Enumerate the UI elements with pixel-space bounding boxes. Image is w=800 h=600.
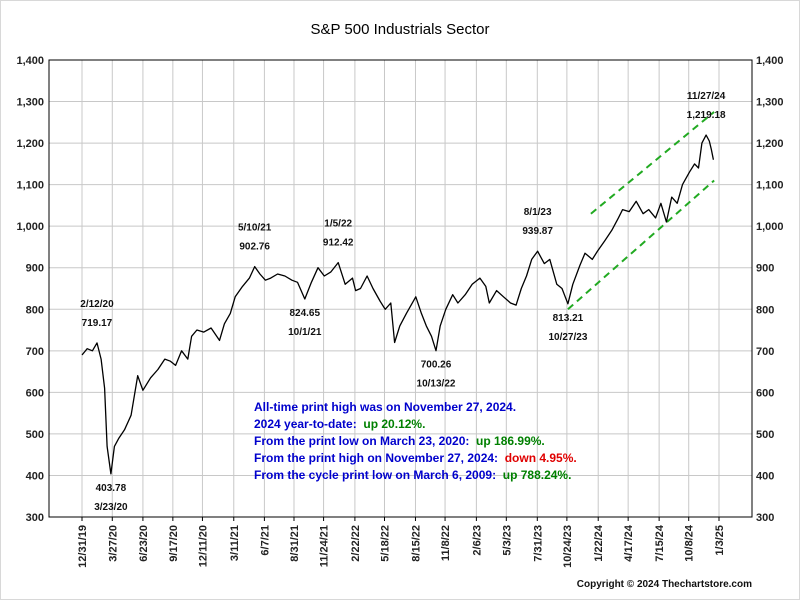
- y-tick-label-left: 600: [26, 387, 44, 399]
- plot-border: [48, 59, 753, 518]
- peak-label-bottom: 10/1/21: [288, 327, 322, 338]
- stats-line: All-time print high was on November 27, …: [254, 400, 516, 414]
- y-tick-label-left: 800: [26, 304, 44, 316]
- y-tick-label-right: 1,300: [756, 97, 784, 109]
- y-tick-label-left: 1,300: [16, 97, 44, 109]
- x-tick-label: 1/22/24: [593, 524, 605, 562]
- y-tick-label-left: 1,100: [16, 180, 44, 192]
- x-tick-label: 10/24/23: [562, 525, 574, 568]
- price-series-line: [81, 134, 715, 475]
- y-tick-label-right: 900: [756, 263, 774, 275]
- y-tick-label-right: 300: [756, 512, 774, 524]
- x-tick-label: 2/22/22: [350, 525, 362, 562]
- y-tick-label-left: 500: [26, 429, 44, 441]
- peak-label-bottom: 10/13/22: [417, 379, 456, 390]
- stats-line: From the cycle print low on March 6, 200…: [254, 468, 571, 482]
- x-tick-label: 12/11/20: [197, 525, 209, 567]
- y-tick-label-right: 1,000: [756, 221, 784, 233]
- plot-area: [49, 60, 752, 517]
- y-tick-label-left: 900: [26, 263, 44, 275]
- y-tick-label-right: 500: [756, 429, 774, 441]
- stats-line: From the print low on March 23, 2020: up…: [254, 434, 545, 448]
- peak-label-top: 5/10/21: [238, 223, 272, 234]
- stats-text: up 186.99%.: [476, 434, 545, 448]
- stats-text: 2024 year-to-date:: [254, 417, 363, 431]
- peak-label-top: 700.26: [421, 360, 452, 371]
- x-tick-label: 12/31/19: [77, 525, 89, 568]
- x-tick-label: 11/24/21: [319, 525, 331, 567]
- stats-line: 2024 year-to-date: up 20.12%.: [254, 417, 425, 431]
- peak-label-top: 2/12/20: [80, 299, 114, 310]
- stats-text: down 4.95%.: [505, 451, 577, 465]
- stats-text: All-time print high was on November 27, …: [254, 400, 516, 414]
- peak-label-bottom: 1,219.18: [687, 110, 726, 121]
- y-tick-label-left: 1,200: [16, 138, 44, 150]
- x-tick-label: 7/31/23: [532, 525, 544, 562]
- peak-label-bottom: 10/27/23: [548, 332, 587, 343]
- x-tick-label: 4/17/24: [623, 524, 635, 562]
- x-tick-label: 1/3/25: [714, 525, 726, 556]
- x-tick-label: 3/27/20: [107, 525, 119, 562]
- y-tick-label-right: 1,200: [756, 138, 784, 150]
- peak-label-top: 403.78: [96, 483, 127, 494]
- stats-text: up 20.12%.: [363, 417, 425, 431]
- stats-text: From the cycle print low on March 6, 200…: [254, 468, 503, 482]
- stats-line: From the print high on November 27, 2024…: [254, 451, 577, 465]
- y-tick-label-left: 1,000: [16, 221, 44, 233]
- x-tick-label: 6/7/21: [259, 525, 271, 556]
- y-tick-label-right: 700: [756, 346, 774, 358]
- peak-label-bottom: 939.87: [522, 226, 553, 237]
- peak-label-bottom: 912.42: [323, 238, 354, 249]
- x-tick-label: 3/11/21: [229, 525, 241, 561]
- y-tick-label-right: 600: [756, 387, 774, 399]
- x-tick-label: 11/8/22: [440, 525, 452, 561]
- peak-label-top: 8/1/23: [524, 207, 552, 218]
- x-tick-label: 6/23/20: [138, 525, 150, 562]
- peak-label-bottom: 719.17: [82, 318, 113, 329]
- y-tick-label-left: 300: [26, 512, 44, 524]
- y-tick-label-right: 400: [756, 470, 774, 482]
- x-tick-label: 2/6/23: [471, 525, 483, 556]
- trend-channel-line: [567, 179, 715, 311]
- y-tick-label-right: 1,400: [756, 55, 784, 67]
- x-tick-label: 7/15/24: [654, 524, 666, 562]
- stats-text: From the print high on November 27, 2024…: [254, 451, 505, 465]
- y-tick-label-left: 700: [26, 346, 44, 358]
- x-tick-label: 5/3/23: [501, 525, 513, 556]
- trend-channel-line: [590, 111, 715, 215]
- y-tick-label-left: 400: [26, 470, 44, 482]
- peak-label-top: 824.65: [289, 308, 320, 319]
- chart-title: S&P 500 Industrials Sector: [311, 21, 490, 38]
- x-tick-label: 9/17/20: [168, 525, 180, 562]
- stats-text: up 788.24%.: [503, 468, 572, 482]
- y-tick-label-right: 800: [756, 304, 774, 316]
- x-tick-label: 8/15/22: [410, 525, 422, 562]
- peak-label-top: 1/5/22: [324, 219, 352, 230]
- peak-label-bottom: 3/23/20: [94, 502, 128, 513]
- peak-label-top: 813.21: [553, 313, 584, 324]
- y-tick-label-left: 1,400: [16, 55, 44, 67]
- x-tick-label: 10/8/24: [684, 524, 696, 562]
- x-tick-label: 5/18/22: [379, 525, 391, 562]
- stats-text: From the print low on March 23, 2020:: [254, 434, 476, 448]
- peak-label-bottom: 902.76: [239, 242, 270, 253]
- peak-label-top: 11/27/24: [687, 91, 726, 102]
- y-tick-label-right: 1,100: [756, 180, 784, 192]
- x-tick-label: 8/31/21: [289, 525, 301, 562]
- copyright-text: Copyright © 2024 Thechartstore.com: [577, 579, 752, 590]
